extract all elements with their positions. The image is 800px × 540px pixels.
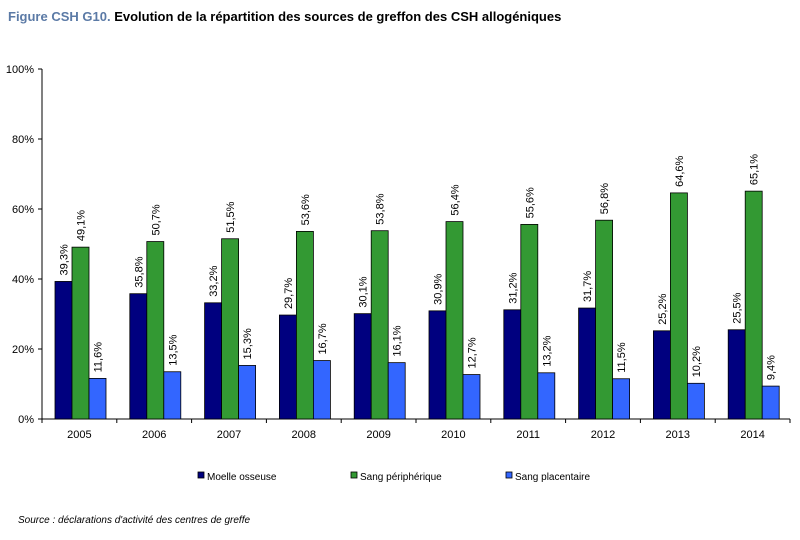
bar-moelle-osseuse <box>578 307 596 420</box>
figure-number: Figure CSH G10. <box>8 9 111 24</box>
data-label: 25,2% <box>657 293 669 324</box>
data-label: 56,8% <box>599 183 611 214</box>
x-tick-label: 2010 <box>441 429 465 441</box>
chart-title: Figure CSH G10. Evolution de la répartit… <box>8 9 561 24</box>
bar-sang-placentaire <box>163 371 182 420</box>
bar-sang-placentaire <box>387 362 406 420</box>
data-label: 11,6% <box>93 342 105 373</box>
bar-sang-placentaire <box>687 382 705 420</box>
data-label: 15,3% <box>242 328 254 359</box>
bar-sang-placentaire <box>612 378 630 420</box>
data-label: 29,7% <box>283 278 295 309</box>
data-label: 53,6% <box>300 194 312 225</box>
x-tick-label: 2006 <box>142 429 166 441</box>
bar-sang-placentaire <box>462 374 481 420</box>
bar-sang-périphérique <box>71 246 90 420</box>
data-label: 50,7% <box>150 204 162 235</box>
data-label: 25,5% <box>732 292 744 323</box>
bar-sang-placentaire <box>88 377 107 420</box>
data-label: 13,2% <box>541 335 553 366</box>
x-tick-label: 2011 <box>516 429 540 441</box>
bar-sang-périphérique <box>520 223 539 420</box>
y-tick-label: 20% <box>12 344 34 356</box>
data-label: 30,9% <box>433 273 445 304</box>
data-label: 33,2% <box>208 265 220 296</box>
bar-moelle-osseuse <box>204 302 223 420</box>
y-tick-label: 100% <box>6 64 34 76</box>
bar-sang-placentaire <box>537 372 556 420</box>
data-label: 39,3% <box>59 244 71 275</box>
bar-sang-placentaire <box>238 365 257 420</box>
legend-label: Sang périphérique <box>360 472 442 483</box>
legend-swatch <box>197 471 205 479</box>
data-label: 31,7% <box>582 271 594 302</box>
bar-sang-placentaire <box>761 385 780 420</box>
y-tick-label: 80% <box>12 134 34 146</box>
bar-moelle-osseuse <box>653 330 671 420</box>
x-tick-label: 2012 <box>591 429 615 441</box>
bar-moelle-osseuse <box>129 293 148 420</box>
data-label: 12,7% <box>467 337 479 368</box>
figure-title-text: Evolution de la répartition des sources … <box>110 9 562 24</box>
bar-moelle-osseuse <box>428 310 447 420</box>
legend-swatch <box>350 471 358 479</box>
bar-moelle-osseuse <box>54 281 73 420</box>
x-tick-label: 2005 <box>67 429 91 441</box>
data-label: 56,4% <box>450 184 462 215</box>
bar-moelle-osseuse <box>278 314 297 420</box>
data-label: 16,7% <box>317 323 329 354</box>
bar-moelle-osseuse <box>503 309 522 420</box>
data-label: 64,6% <box>674 155 686 186</box>
data-label: 65,1% <box>749 154 761 185</box>
x-tick-label: 2013 <box>666 429 690 441</box>
x-tick-label: 2014 <box>740 429 764 441</box>
data-label: 9,4% <box>766 355 778 380</box>
data-label: 13,5% <box>167 334 179 365</box>
bar-sang-périphérique <box>670 192 688 420</box>
data-label: 35,8% <box>133 256 145 287</box>
x-tick-label: 2008 <box>292 429 316 441</box>
bar-sang-périphérique <box>146 241 165 420</box>
bar-sang-périphérique <box>221 238 240 420</box>
data-label: 31,2% <box>507 272 519 303</box>
y-tick-label: 0% <box>18 414 34 426</box>
bar-sang-placentaire <box>312 360 331 420</box>
source-note: Source : déclarations d'activité des cen… <box>18 515 251 526</box>
data-label: 16,1% <box>392 325 404 356</box>
data-label: 51,5% <box>225 201 237 232</box>
bar-sang-périphérique <box>445 221 464 420</box>
legend-swatch <box>505 471 513 479</box>
bar-sang-périphérique <box>295 230 314 420</box>
bar-sang-périphérique <box>370 230 389 420</box>
y-tick-label: 40% <box>12 274 34 286</box>
data-label: 49,1% <box>76 210 88 241</box>
legend-label: Sang placentaire <box>515 472 590 483</box>
data-label: 30,1% <box>358 276 370 307</box>
data-label: 53,8% <box>375 193 387 224</box>
data-label: 10,2% <box>691 346 703 377</box>
bar-sang-périphérique <box>595 219 613 420</box>
data-label: 11,5% <box>616 342 628 373</box>
x-tick-label: 2007 <box>217 429 241 441</box>
bar-moelle-osseuse <box>353 313 372 420</box>
data-label: 55,6% <box>524 187 536 218</box>
legend-label: Moelle osseuse <box>207 472 277 483</box>
bar-moelle-osseuse <box>727 329 746 420</box>
y-tick-label: 60% <box>12 204 34 216</box>
bar-sang-périphérique <box>744 190 763 420</box>
x-tick-label: 2009 <box>366 429 390 441</box>
